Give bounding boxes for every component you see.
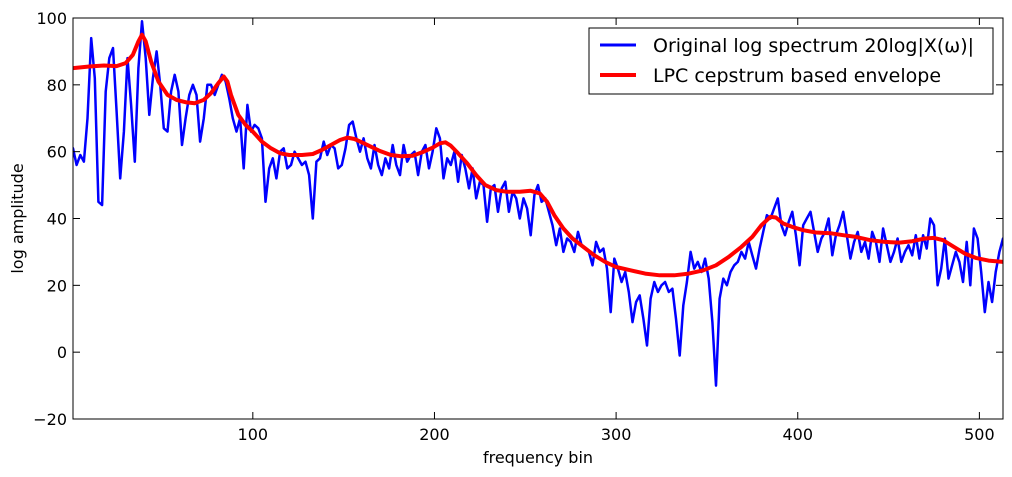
y-tick-label: 20: [47, 276, 67, 295]
x-tick-label: 200: [419, 425, 450, 444]
y-axis-label: log amplitude: [8, 163, 27, 273]
x-tick-label: 400: [782, 425, 813, 444]
y-tick-label: 100: [36, 9, 67, 28]
legend-box: [588, 27, 994, 95]
series-original-log-spectrum: [73, 20, 1003, 387]
tick-layer: 100 200 300 400 500 −20 0 20 40 60 80 100: [33, 9, 1003, 444]
y-tick-label: 40: [47, 210, 67, 229]
legend-label-lpc-envelope: LPC cepstrum based envelope: [653, 65, 941, 87]
x-tick-label: 500: [964, 425, 995, 444]
x-tick-label: 300: [601, 425, 632, 444]
legend: Original log spectrum 20log|X(ω)| LPC ce…: [588, 27, 994, 95]
y-tick-label: 60: [47, 143, 67, 162]
x-tick-label: 100: [238, 425, 269, 444]
y-tick-label: −20: [33, 410, 67, 429]
y-tick-label: 80: [47, 76, 67, 95]
series-layer: [73, 20, 1003, 387]
x-axis-label: frequency bin: [483, 448, 593, 467]
legend-label-original: Original log spectrum 20log|X(ω)|: [653, 35, 974, 57]
series-lpc-envelope: [73, 32, 1003, 278]
y-tick-label: 0: [57, 343, 67, 362]
